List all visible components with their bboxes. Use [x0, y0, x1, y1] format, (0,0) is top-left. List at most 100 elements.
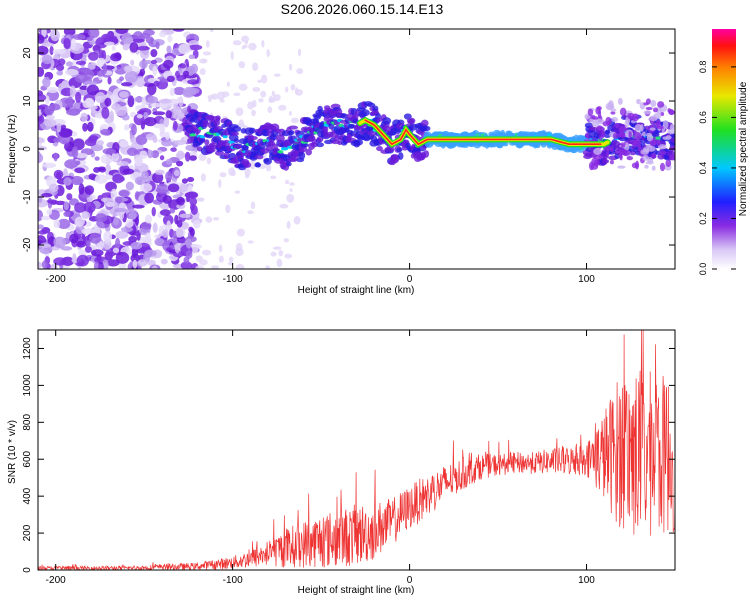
heatmap-blob	[96, 241, 105, 250]
heatmap-blob	[205, 216, 213, 223]
heatmap-blob	[669, 145, 675, 151]
heatmap-blob	[38, 230, 47, 235]
heatmap-blob	[593, 147, 603, 155]
heatmap-blob	[63, 211, 71, 217]
heatmap-blob	[267, 106, 273, 114]
heatmap-blob	[139, 150, 148, 159]
heatmap-blob	[115, 230, 129, 239]
heatmap-blob	[603, 130, 612, 138]
heatmap-blob	[71, 131, 78, 137]
heatmap-blob	[249, 136, 258, 141]
heatmap-blob	[272, 246, 282, 250]
y-tick-label: 800	[22, 414, 33, 431]
heatmap-blob	[110, 188, 118, 201]
heatmap-blob	[662, 119, 669, 129]
heatmap-blob	[175, 228, 184, 238]
heatmap-blob	[141, 97, 146, 109]
colorbar-tick-label: 0.0	[698, 263, 708, 276]
heatmap-blob	[38, 113, 45, 125]
heatmap-blob	[283, 238, 289, 243]
heatmap-blob	[353, 139, 364, 146]
heatmap-blob	[70, 38, 77, 51]
heatmap-blob	[199, 259, 208, 266]
heatmap-blob	[603, 145, 612, 152]
heatmap-blob	[641, 131, 646, 137]
heatmap-blob	[121, 32, 133, 45]
heatmap-blob	[89, 232, 102, 244]
heatmap-blob	[651, 152, 657, 158]
heatmap-blob	[286, 193, 295, 203]
heatmap-blob	[65, 231, 71, 240]
heatmap-blob	[269, 95, 273, 103]
y-tick-label: 0	[22, 567, 33, 573]
heatmap-blob	[81, 228, 95, 235]
heatmap-blob	[403, 113, 412, 120]
heatmap-blob	[85, 97, 95, 108]
heatmap-blob	[188, 226, 194, 233]
heatmap-blob	[215, 150, 225, 156]
heatmap-blob	[150, 59, 157, 65]
heatmap-blob	[649, 140, 657, 147]
heatmap-blob	[102, 63, 108, 75]
heatmap-blob	[185, 249, 193, 259]
heatmap-blob	[196, 197, 205, 202]
heatmap-blob	[146, 176, 151, 185]
heatmap-blob	[94, 174, 108, 184]
heatmap-blob	[185, 87, 200, 95]
heatmap-blob	[167, 183, 180, 193]
heatmap-blob	[111, 45, 116, 51]
heatmap-blob	[159, 155, 165, 161]
heatmap-blob	[144, 192, 155, 204]
heatmap-blob	[38, 209, 44, 222]
heatmap-blob	[152, 65, 158, 76]
heatmap-blob	[93, 167, 101, 173]
heatmap-blob	[670, 137, 675, 143]
heatmap-blob	[650, 100, 657, 107]
heatmap-blob	[165, 171, 173, 182]
heatmap-blob	[254, 162, 262, 168]
heatmap-blob	[284, 253, 293, 259]
heatmap-blob	[102, 259, 109, 269]
heatmap-blob	[244, 168, 251, 177]
heatmap-blob	[289, 182, 295, 186]
heatmap-blob	[178, 184, 188, 193]
heatmap-blob	[159, 131, 167, 138]
y-tick-label: 600	[22, 450, 33, 467]
heatmap-blob	[86, 84, 100, 96]
heatmap-blob	[88, 135, 99, 142]
heatmap-blob	[53, 236, 67, 249]
heatmap-blob	[66, 193, 73, 201]
heatmap-blob	[665, 159, 672, 168]
heatmap-blob	[128, 211, 137, 220]
heatmap-blob	[66, 61, 73, 67]
heatmap-blob	[235, 242, 243, 252]
heatmap-blob	[657, 101, 665, 108]
heatmap-blob	[38, 243, 51, 248]
heatmap-blob	[38, 34, 45, 44]
heatmap-blob	[112, 173, 124, 184]
heatmap-blob	[231, 125, 242, 133]
heatmap-blob	[144, 249, 157, 257]
heatmap-blob	[130, 59, 135, 66]
colorbar-tick-label: 0.6	[698, 111, 708, 124]
heatmap-blob	[162, 195, 172, 204]
heatmap-blob	[662, 136, 668, 140]
heatmap-blob	[669, 154, 674, 161]
y-tick-label: 1000	[22, 374, 33, 397]
heatmap-blob	[199, 135, 206, 139]
heatmap-blob	[595, 106, 601, 115]
y-tick-label: 0	[22, 146, 33, 152]
heatmap-blob	[78, 249, 87, 256]
heatmap-blob	[643, 110, 652, 115]
heatmap-blob	[601, 129, 606, 139]
heatmap-blob	[107, 76, 112, 85]
heatmap-blob	[284, 179, 290, 185]
heatmap-blob	[174, 243, 180, 254]
heatmap-blob	[334, 135, 340, 141]
heatmap-blob	[297, 48, 302, 57]
heatmap-blob	[211, 93, 219, 100]
heatmap-blob	[119, 76, 124, 82]
heatmap-blob	[235, 263, 245, 269]
